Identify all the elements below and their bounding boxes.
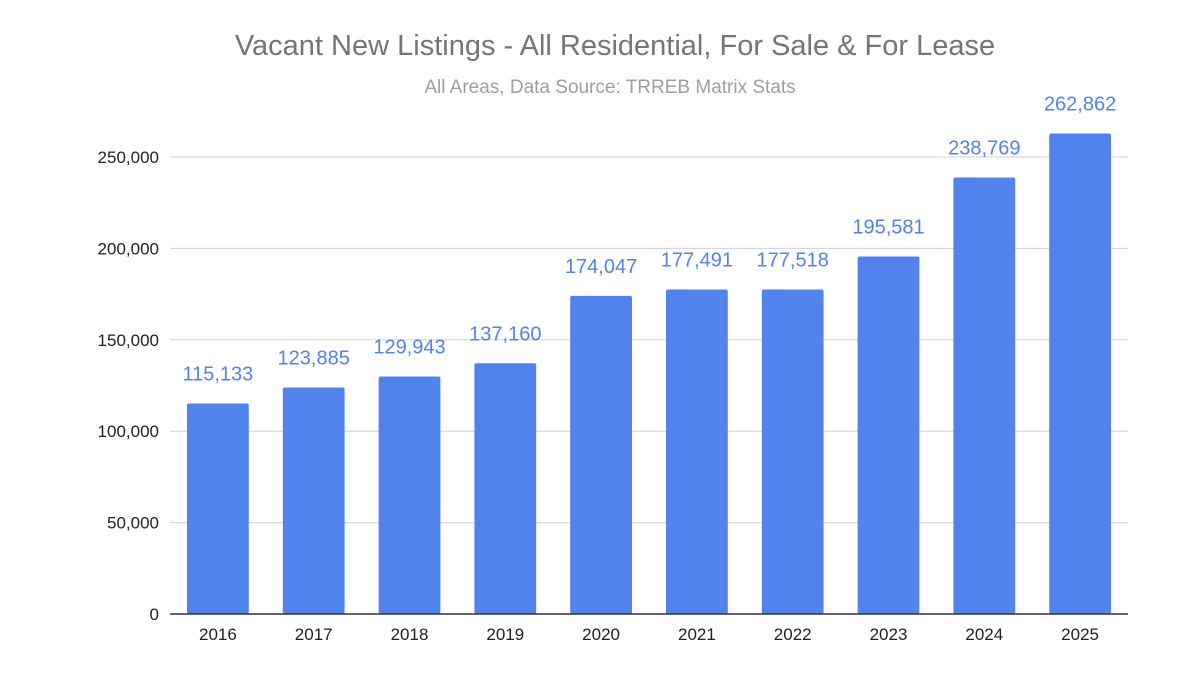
bar-2025 [1049, 133, 1111, 614]
y-tick-label: 100,000 [98, 422, 159, 441]
data-label: 123,885 [278, 348, 350, 370]
data-label: 238,769 [948, 138, 1020, 160]
x-tick-label: 2020 [582, 625, 620, 644]
data-label: 115,133 [182, 364, 253, 386]
x-tick-label: 2016 [199, 625, 237, 644]
data-label: 262,862 [1044, 93, 1116, 115]
chart-subtitle: All Areas, Data Source: TRREB Matrix Sta… [424, 77, 796, 98]
x-axis: 2016 2017 2018 2019 2020 2021 2022 2023 2024 2025 [170, 613, 1128, 644]
bar-2020 [570, 295, 632, 614]
y-tick-label: 0 [150, 605, 159, 624]
data-label: 177,518 [757, 249, 829, 271]
x-tick-label: 2023 [870, 625, 908, 644]
bar-2022 [761, 289, 824, 614]
bar-2016 [187, 403, 249, 614]
x-tick-label: 2019 [486, 625, 524, 644]
bar-2018 [378, 376, 441, 614]
bar-2017 [282, 387, 345, 614]
chart-title: Vacant New Listings - All Residential, F… [234, 30, 996, 62]
bar-2023 [857, 256, 920, 614]
x-tick-label: 2022 [774, 625, 812, 644]
x-tick-label: 2018 [391, 625, 429, 644]
x-tick-label: 2025 [1061, 625, 1099, 644]
x-tick-label: 2024 [965, 625, 1003, 644]
x-tick-label: 2017 [295, 625, 333, 644]
data-label: 195,581 [852, 216, 924, 238]
bars [187, 133, 1111, 614]
y-tick-label: 200,000 [98, 239, 159, 258]
x-tick-label: 2021 [678, 625, 716, 644]
y-tick-label: 250,000 [98, 148, 159, 167]
bar-2024 [953, 177, 1016, 614]
bar-2021 [666, 289, 728, 614]
y-axis: 0 50,000 100,000 150,000 200,000 250,000 [98, 148, 159, 624]
data-label: 174,047 [565, 256, 637, 278]
data-labels: 115,133 123,885 129,943 137,160 174,047 177,4… [182, 93, 1116, 385]
bar-2019 [474, 363, 537, 614]
y-tick-label: 150,000 [98, 331, 159, 350]
data-label: 137,160 [469, 323, 541, 345]
y-tick-label: 50,000 [107, 514, 159, 533]
data-label: 177,491 [661, 250, 733, 272]
data-label: 129,943 [373, 336, 445, 358]
